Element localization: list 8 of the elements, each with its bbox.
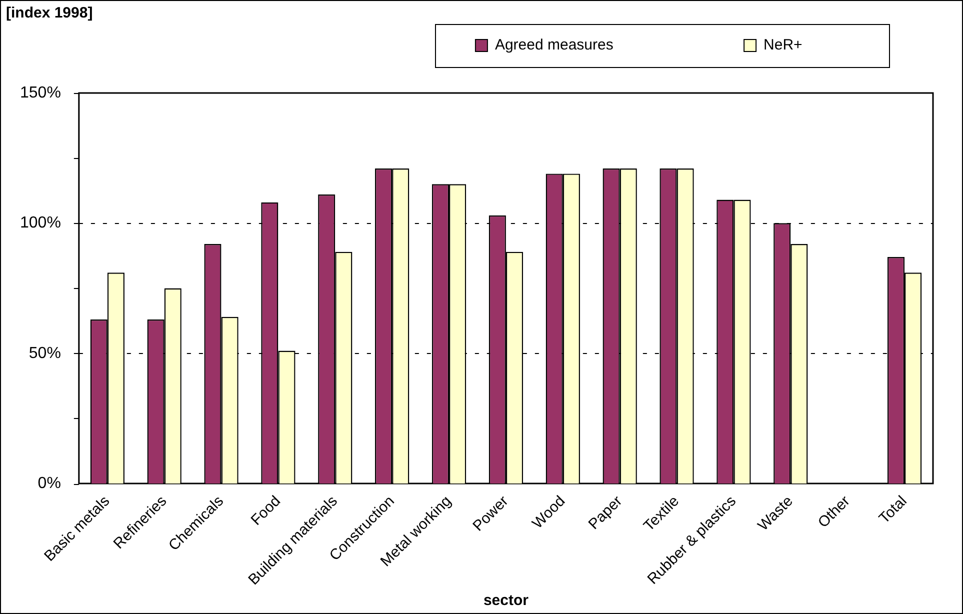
- y-tick-label: 0%: [38, 474, 61, 492]
- x-axis-title: sector: [483, 592, 529, 610]
- y-tick-label: 50%: [28, 344, 61, 362]
- y-axis-title: [index 1998]: [6, 4, 93, 22]
- legend-label: NeR+: [764, 36, 920, 54]
- y-tick-label: 150%: [20, 84, 61, 102]
- legend-label: Agreed measures: [494, 36, 730, 54]
- y-tick-label: 100%: [20, 214, 61, 232]
